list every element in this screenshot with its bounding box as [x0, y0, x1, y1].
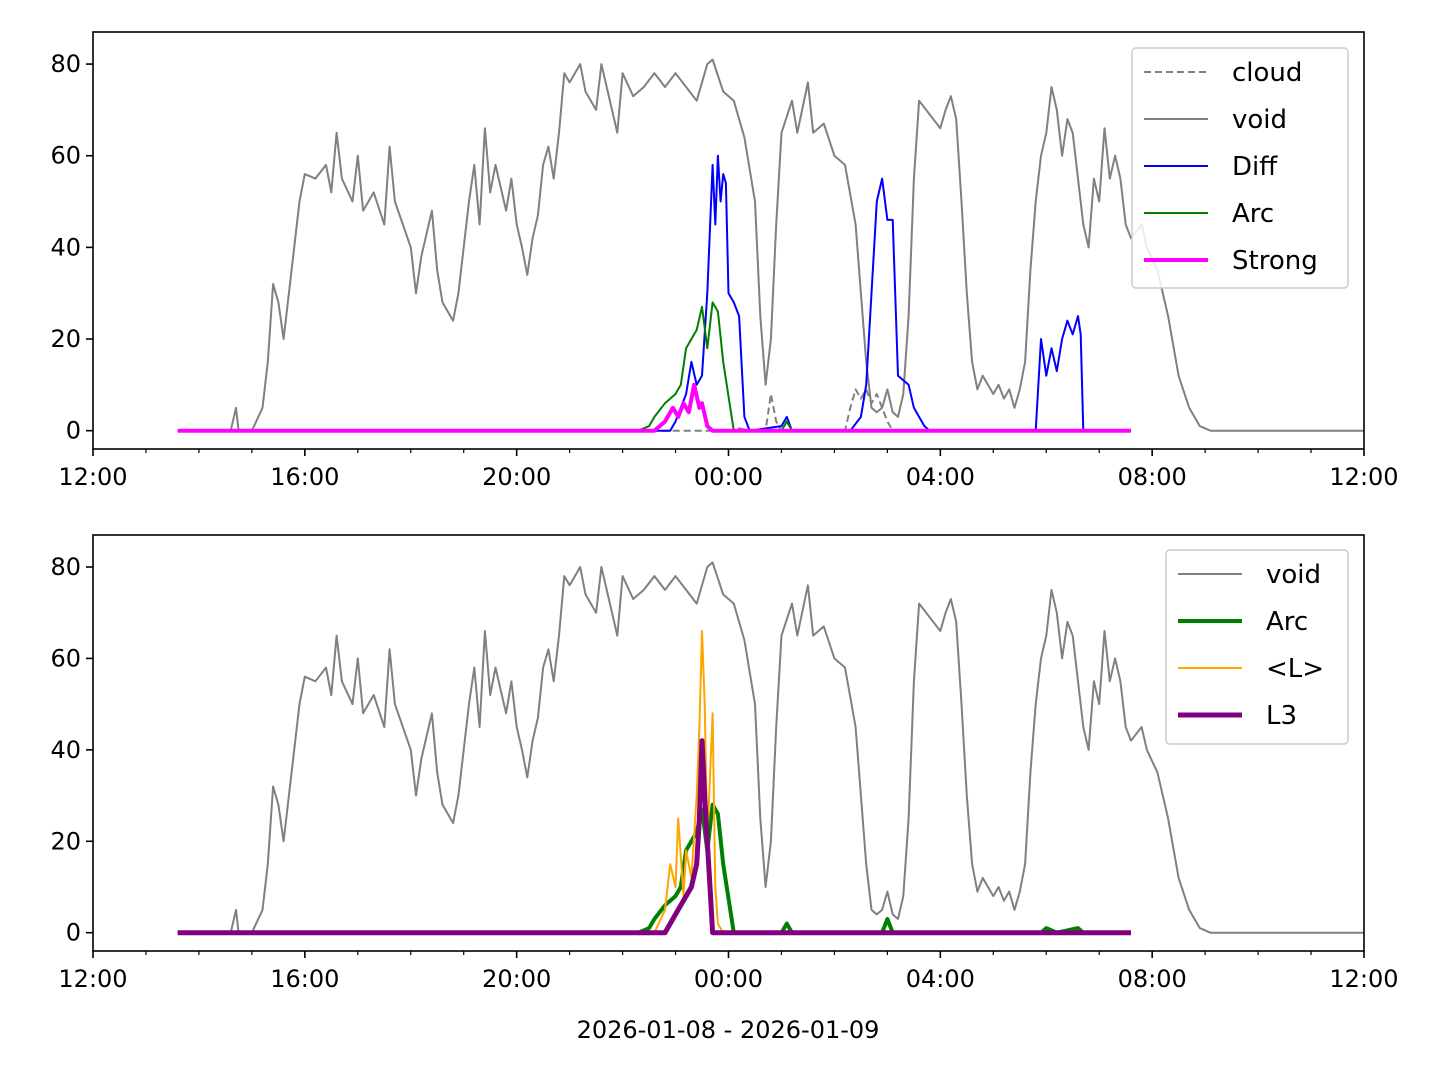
- legend: void Arc <L> L3: [1165, 549, 1349, 745]
- legend-label: <L>: [1266, 654, 1324, 684]
- x-tick-label: 04:00: [906, 965, 975, 993]
- legend-label: Arc: [1232, 199, 1274, 229]
- x-tick-label: 12:00: [58, 463, 127, 491]
- y-tick-label: 60: [50, 644, 81, 672]
- top-axes: 0 20 40 60 80 12:00 16:00 20:00 00:00 04:00 08:00 1…: [50, 31, 1399, 491]
- y-tick-label: 40: [50, 233, 81, 261]
- x-tick-label: 12:00: [1329, 965, 1398, 993]
- x-axis-label: 2026-01-08 - 2026-01-09: [577, 1016, 880, 1044]
- y-tick-label: 80: [50, 50, 81, 78]
- legend-label: Diff: [1232, 152, 1278, 182]
- series-line-diff: [177, 154, 1126, 432]
- x-tick-label: 20:00: [482, 965, 551, 993]
- x-tick-label: 16:00: [270, 965, 339, 993]
- series-line-l3: [177, 738, 1131, 936]
- series-line-strong: [177, 382, 1131, 433]
- legend-label: L3: [1266, 701, 1297, 731]
- legend: cloud void Diff Arc Strong: [1131, 47, 1349, 289]
- series-line-arc: [177, 802, 1126, 935]
- plot-area: [177, 58, 1364, 433]
- legend-box: [1131, 47, 1349, 289]
- series-line-arc: [177, 301, 1126, 432]
- legend-label: cloud: [1232, 58, 1302, 88]
- series-line-void: [177, 58, 1364, 432]
- y-tick-label: 80: [50, 553, 81, 581]
- y-tick-label: 20: [50, 325, 81, 353]
- legend-label: Strong: [1232, 246, 1318, 276]
- x-tick-label: 12:00: [1329, 463, 1398, 491]
- legend-label: void: [1232, 105, 1287, 135]
- series-line-void: [177, 561, 1364, 934]
- plot-area: [177, 561, 1364, 936]
- x-tick-label: 08:00: [1118, 965, 1187, 993]
- legend-box: [1165, 549, 1349, 745]
- x-tick-label: 16:00: [270, 463, 339, 491]
- y-tick-label: 20: [50, 827, 81, 855]
- series-line-cloud: [177, 388, 1131, 432]
- legend-label: void: [1266, 560, 1321, 590]
- y-tick-label: 0: [66, 417, 81, 445]
- x-tick-label: 00:00: [694, 965, 763, 993]
- x-tick-label: 00:00: [694, 463, 763, 491]
- y-tick-label: 0: [66, 919, 81, 947]
- bottom-axes: 0 20 40 60 80 12:00 16:00 20:00 00:00 04:00 08:00 1…: [50, 534, 1399, 993]
- x-tick-label: 20:00: [482, 463, 551, 491]
- y-tick-label: 40: [50, 736, 81, 764]
- x-tick-label: 08:00: [1118, 463, 1187, 491]
- x-tick-label: 12:00: [58, 965, 127, 993]
- x-tick-label: 04:00: [906, 463, 975, 491]
- y-tick-label: 60: [50, 142, 81, 170]
- legend-label: Arc: [1266, 607, 1308, 637]
- series-line-l: [177, 630, 1131, 934]
